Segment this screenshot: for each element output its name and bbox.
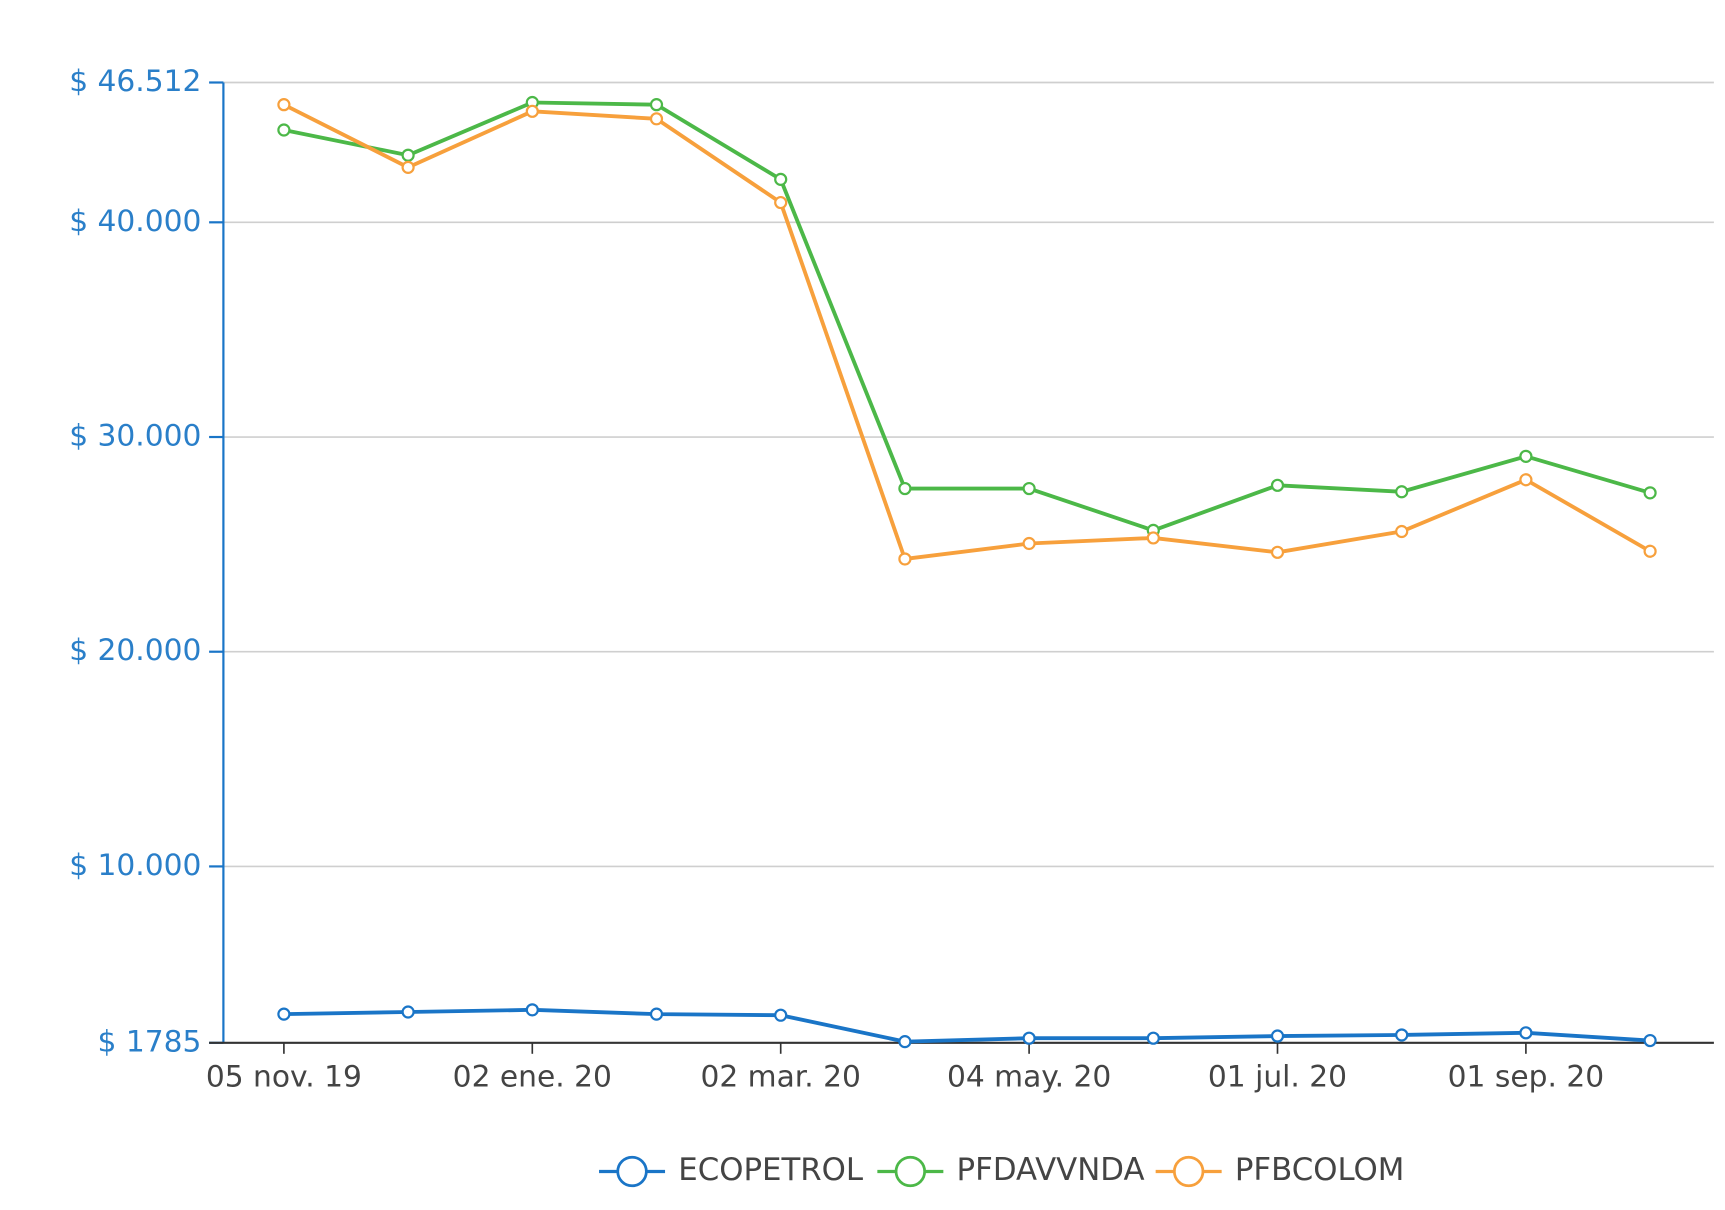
data-point xyxy=(1643,544,1657,558)
x-tick-label: 01 jul. 20 xyxy=(1208,1060,1347,1095)
legend-label: PFDAVVNDA xyxy=(957,1152,1145,1188)
legend-item: PFDAVVNDA xyxy=(877,1152,1145,1188)
data-point xyxy=(649,1007,664,1021)
x-tick-label: 02 ene. 20 xyxy=(453,1060,612,1095)
data-point xyxy=(525,104,539,118)
series-line xyxy=(283,1007,1651,1044)
data-point xyxy=(1270,478,1285,492)
y-tick-label: $ 46.512 xyxy=(69,64,201,99)
y-tick-label: $ 40.000 xyxy=(69,204,201,239)
grid: $ 1785 $ 10.000 $ 20.000 $ 30.000 $ 40.000 $ … xyxy=(69,64,1714,1094)
plot xyxy=(277,95,1657,1049)
data-point xyxy=(1270,545,1285,559)
y-tick-label: $ 1785 xyxy=(98,1024,202,1059)
data-point xyxy=(1395,1028,1409,1042)
data-point xyxy=(1395,524,1409,539)
data-point xyxy=(1519,1026,1533,1040)
data-point xyxy=(1146,1031,1160,1045)
data-point xyxy=(1395,485,1409,499)
x-tick-label: 05 nov. 19 xyxy=(206,1060,362,1095)
y-tick-label: $ 10.000 xyxy=(69,848,201,883)
data-point xyxy=(1146,531,1160,545)
y-tick-label: $ 30.000 xyxy=(69,419,201,454)
series-line xyxy=(283,100,1651,533)
data-point xyxy=(1519,449,1533,463)
legend: ECOPETROL PFDAVVNDA PFBCOLOM xyxy=(599,1152,1404,1188)
legend-marker xyxy=(616,1155,648,1188)
legend-item: ECOPETROL xyxy=(599,1152,863,1188)
data-point xyxy=(774,172,788,186)
y-tick-label: $ 20.000 xyxy=(69,633,201,668)
data-point xyxy=(277,98,291,112)
data-point xyxy=(898,1035,912,1049)
data-point xyxy=(277,1007,291,1021)
data-point xyxy=(401,160,415,174)
legend-marker xyxy=(1172,1155,1205,1188)
data-point xyxy=(898,481,912,496)
data-point xyxy=(277,123,291,137)
data-point xyxy=(1022,481,1036,496)
data-point xyxy=(1022,536,1036,551)
legend-label: ECOPETROL xyxy=(678,1152,863,1188)
legend-marker xyxy=(894,1155,927,1188)
x-tick-label: 04 may. 20 xyxy=(947,1060,1111,1095)
data-point xyxy=(1643,1033,1657,1048)
data-point xyxy=(774,195,788,210)
data-point xyxy=(1643,486,1657,500)
x-tick-label: 02 mar. 20 xyxy=(700,1060,860,1095)
axes xyxy=(209,82,1714,1044)
legend-item: PFBCOLOM xyxy=(1155,1152,1405,1188)
data-point xyxy=(1022,1031,1036,1045)
data-point xyxy=(1519,473,1533,487)
legend-label: PFBCOLOM xyxy=(1235,1152,1405,1188)
data-point xyxy=(649,112,664,126)
data-point xyxy=(401,148,415,162)
data-point xyxy=(898,552,912,566)
data-point xyxy=(525,1003,539,1017)
data-point xyxy=(401,1005,415,1019)
data-point xyxy=(649,98,664,112)
data-point xyxy=(774,1008,788,1022)
series-line xyxy=(283,102,1652,561)
data-point xyxy=(1270,1029,1285,1043)
x-tick-label: 01 sep. 20 xyxy=(1448,1060,1604,1095)
